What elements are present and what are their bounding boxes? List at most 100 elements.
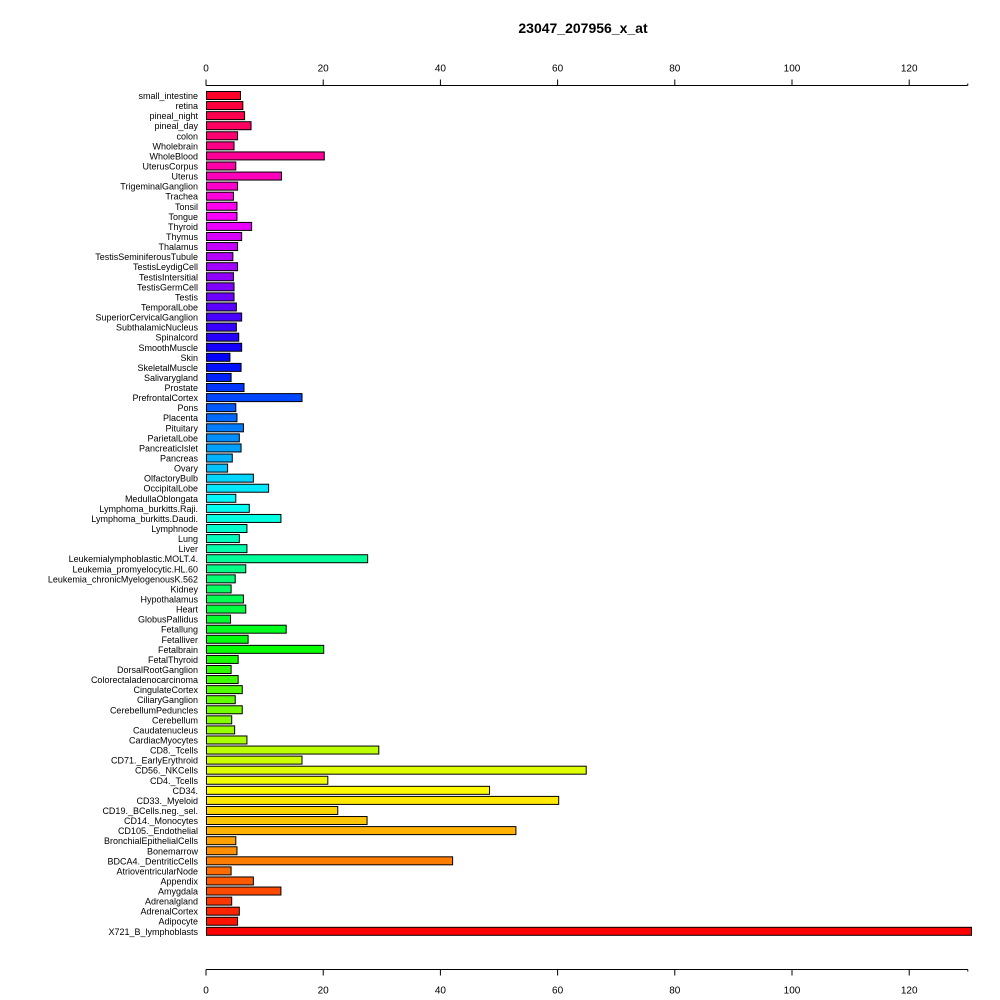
x-tick-label-bottom: 100 — [784, 986, 801, 997]
category-label: CD19._BCells.neg._sel. — [102, 806, 198, 816]
x-tick-label-top: 20 — [318, 64, 330, 75]
bar — [206, 372, 232, 382]
category-label: Spinalcord — [155, 333, 198, 343]
category-label: TestisIntersitial — [139, 272, 198, 282]
category-label: Lymphoma_burkitts.Raji. — [99, 504, 198, 514]
category-label: PancreaticIslet — [139, 443, 199, 453]
category-label: Trachea — [165, 192, 198, 202]
bar — [206, 584, 232, 594]
category-label: TrigeminalGanglion — [120, 182, 198, 192]
category-label: Lung — [178, 534, 198, 544]
category-label: CD8._Tcells — [150, 746, 199, 756]
category-label: FetalThyroid — [148, 655, 198, 665]
category-label: OlfactoryBulb — [144, 474, 198, 484]
category-label: Adrenalgland — [145, 897, 198, 907]
x-tick-label-top: 0 — [203, 64, 209, 75]
bar — [206, 644, 325, 654]
bar — [206, 383, 245, 393]
bar — [206, 846, 238, 856]
category-label: SmoothMuscle — [138, 343, 198, 353]
category-label: Adipocyte — [158, 917, 198, 927]
category-label: Leukemia_chronicMyelogenousK.562 — [48, 574, 198, 584]
bar — [206, 544, 248, 554]
category-label: TestisGermCell — [137, 282, 198, 292]
bar — [206, 483, 270, 493]
category-label: Caudatenucleus — [133, 725, 199, 735]
bar — [206, 513, 282, 523]
category-label: Placenta — [163, 413, 198, 423]
bar — [206, 252, 234, 262]
category-label: Lymphnode — [151, 524, 198, 534]
category-label: SkeletalMuscle — [137, 363, 198, 373]
bar — [206, 534, 240, 544]
category-label: CD33._Myeloid — [136, 796, 198, 806]
bar — [206, 221, 253, 231]
category-label: Fetallung — [161, 625, 198, 635]
category-label: Colorectaladenocarcinoma — [91, 675, 198, 685]
category-label: CD34. — [172, 786, 198, 796]
bar — [206, 91, 241, 100]
bar — [206, 141, 235, 151]
bar — [206, 473, 254, 483]
category-label: Fetalbrain — [158, 645, 198, 655]
category-label: CingulateCortex — [133, 685, 198, 695]
x-tick-label-bottom: 0 — [203, 986, 209, 997]
bar — [206, 302, 237, 312]
chart-title: 23047_207956_x_at — [518, 20, 648, 36]
bar — [206, 191, 234, 201]
bar — [206, 866, 232, 876]
bar — [206, 413, 238, 423]
category-label: CD71._EarlyErythroid — [111, 756, 198, 766]
x-tick-label-top: 60 — [552, 64, 564, 75]
bar — [206, 745, 380, 755]
bar — [206, 785, 491, 795]
bar — [206, 332, 240, 342]
bar — [206, 312, 243, 322]
bar — [206, 765, 587, 775]
bar — [206, 262, 239, 272]
bar — [206, 433, 240, 443]
x-tick-label-top: 40 — [435, 64, 447, 75]
bar — [206, 805, 339, 815]
bar — [206, 231, 243, 241]
category-label: CD56._NKCells — [135, 766, 199, 776]
bar — [206, 161, 237, 171]
category-label: Kidney — [170, 584, 198, 594]
bar — [206, 171, 283, 181]
category-label: UterusCorpus — [142, 161, 198, 171]
category-label: retina — [175, 101, 198, 111]
bar — [206, 614, 232, 624]
bar — [206, 795, 560, 805]
category-label: Lymphoma_burkitts.Daudi. — [91, 514, 198, 524]
x-tick-label-top: 100 — [784, 64, 801, 75]
bar — [206, 211, 238, 221]
bar — [206, 493, 237, 503]
bar — [206, 564, 247, 574]
bar — [206, 594, 244, 604]
bar — [206, 695, 236, 705]
category-label: DorsalRootGanglion — [117, 665, 198, 675]
bar — [206, 664, 232, 674]
category-label: Leukemia_promyelocytic.HL.60 — [72, 564, 198, 574]
bar — [206, 352, 231, 362]
x-tick-label-bottom: 40 — [435, 986, 447, 997]
bar — [206, 574, 236, 584]
category-label: AtrioventricularNode — [116, 866, 198, 876]
category-label: Leukemialymphoblastic.MOLT.4. — [69, 554, 198, 564]
bar — [206, 282, 235, 292]
category-label: Pons — [177, 403, 198, 413]
category-label: Cerebellum — [152, 715, 198, 725]
category-label: Thymus — [166, 232, 199, 242]
bar — [206, 101, 244, 111]
category-label: CiliaryGanglion — [137, 695, 198, 705]
category-label: CerebellumPeduncles — [110, 705, 199, 715]
category-label: TestisLeydigCell — [133, 262, 198, 272]
category-label: BDCA4._DentriticCells — [107, 856, 198, 866]
bar — [206, 362, 242, 372]
category-label: TemporalLobe — [141, 302, 198, 312]
bar — [206, 423, 244, 433]
category-label: CD4._Tcells — [150, 776, 199, 786]
category-label: Amygdala — [158, 887, 198, 897]
category-label: CD105._Endothelial — [118, 826, 198, 836]
